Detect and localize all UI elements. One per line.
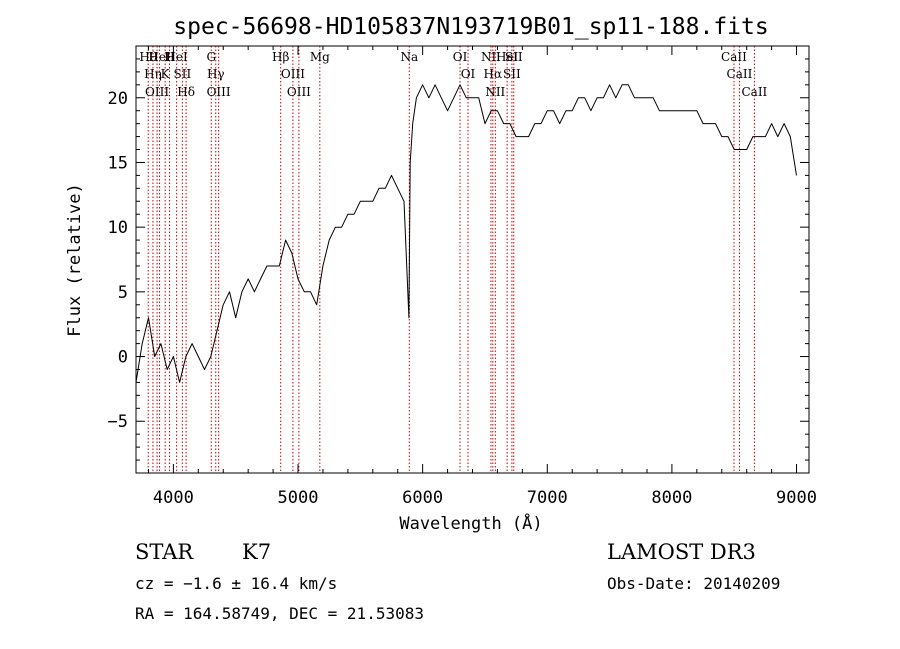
y-tick-label: 15 [108, 153, 128, 173]
object-class: STAR [135, 540, 194, 564]
observation-date: Obs-Date: 20140209 [607, 574, 780, 593]
redshift-info: cz = −1.6 ± 16.4 km/s [135, 574, 337, 593]
emission-line-label: CaII [727, 67, 753, 81]
emission-line-label: OI [461, 67, 476, 81]
x-tick-label: 7000 [527, 488, 568, 508]
x-tick-label: 5000 [278, 488, 319, 508]
chart-title: spec-56698-HD105837N193719B01_sp11-188.f… [173, 14, 768, 40]
plot-frame [135, 45, 810, 474]
x-tick-label: 4000 [153, 488, 194, 508]
emission-line-label: Hα [484, 67, 503, 81]
emission-line-label: NII [481, 50, 501, 64]
y-axis: −5 0 5 10 15 20 [108, 58, 809, 461]
emission-line-label: OIII [287, 85, 311, 99]
emission-line-label: SII [174, 67, 192, 81]
emission-line-label: Mg [310, 50, 330, 64]
spectrum-line [135, 84, 797, 383]
emission-line-label: OI [453, 50, 468, 64]
y-axis-label: Flux (relative) [65, 183, 85, 337]
emission-line-label: HeI [496, 50, 519, 64]
emission-line-label: SII [503, 67, 521, 81]
emission-line-label: Hγ [207, 67, 225, 81]
coordinates-info: RA = 164.58749, DEC = 21.53083 [135, 604, 424, 623]
emission-line-label: Hβ [272, 50, 289, 64]
emission-line-label: Na [400, 50, 418, 64]
emission-line-label: HeI [148, 50, 171, 64]
emission-line-label: HeI [165, 50, 188, 64]
emission-line-label: CaII [721, 50, 747, 64]
emission-line-label: Hδ [177, 85, 195, 99]
emission-line-label: H [164, 50, 174, 64]
spectrum-series [135, 84, 797, 383]
y-tick-label: −5 [108, 412, 128, 432]
emission-line-label: K [161, 67, 171, 81]
emission-line-label: SII [505, 50, 523, 64]
emission-line-label: G [206, 50, 216, 64]
x-tick-label: 8000 [651, 488, 692, 508]
emission-line-markers [147, 46, 755, 473]
y-tick-label: 5 [118, 283, 128, 303]
emission-line-label: Hθ [139, 50, 157, 64]
y-tick-label: 0 [118, 348, 128, 368]
emission-line-label: OIII [207, 85, 231, 99]
x-axis: 4000 5000 6000 7000 8000 9000 [147, 46, 817, 508]
x-tick-label: 9000 [776, 488, 817, 508]
object-subclass: K7 [242, 540, 271, 564]
emission-line-label: Hη [144, 67, 162, 81]
y-tick-label: 10 [108, 218, 128, 238]
emission-line-label: NII [485, 85, 505, 99]
emission-line-label: CaII [741, 85, 767, 99]
x-axis-label: Wavelength (Å) [399, 512, 542, 534]
x-tick-label: 6000 [402, 488, 443, 508]
survey-name: LAMOST DR3 [607, 540, 756, 564]
emission-line-label: OIII [145, 85, 169, 99]
emission-line-labels: HθHηOIIIHeIKHHeISIIHδGHγOIIIHβOIIIOIIIMg… [139, 50, 767, 99]
emission-line-label: OIII [281, 67, 305, 81]
y-tick-label: 20 [108, 89, 128, 109]
